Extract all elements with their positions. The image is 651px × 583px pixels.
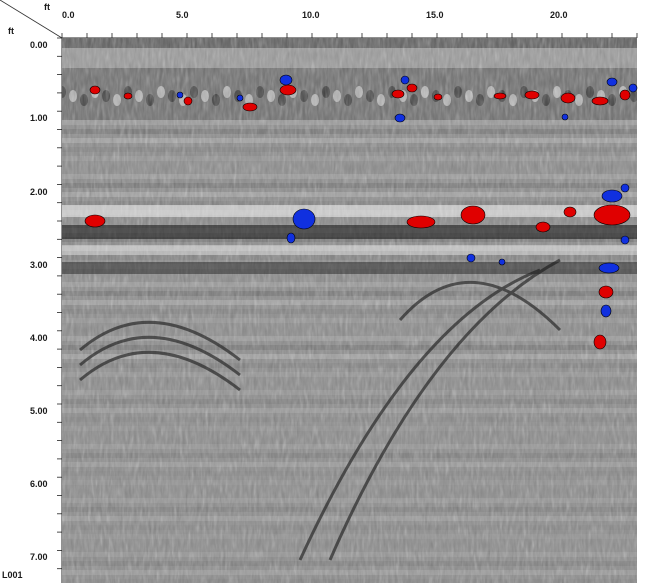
y-axis: 0.00 1.00 2.00 3.00 4.00 5.00 6.00 7.00 (30, 37, 63, 583)
line-id-label: L001 (2, 570, 23, 580)
x-tick-label: 10.0 (302, 10, 320, 20)
negative-anomalies (176, 74, 638, 318)
x-axis-unit: ft (44, 2, 50, 12)
y-tick-label: 6.00 (30, 479, 48, 489)
y-tick-label: 0.00 (30, 40, 48, 50)
y-tick-label: 3.00 (30, 260, 48, 270)
x-tick-label: 15.0 (426, 10, 444, 20)
y-tick-label: 4.00 (30, 333, 48, 343)
y-axis-unit: ft (8, 26, 14, 36)
radargram-image (62, 38, 637, 583)
positive-anomalies (84, 83, 631, 350)
y-tick-label: 1.00 (30, 113, 48, 123)
x-tick-label: 20.0 (550, 10, 568, 20)
corner-diagonal (0, 0, 63, 39)
x-tick-label: 5.0 (176, 10, 189, 20)
x-axis: 0.0 5.0 10.0 15.0 20.0 (61, 10, 638, 39)
x-tick-label: 0.0 (62, 10, 75, 20)
hyperbola-reflections (79, 258, 562, 561)
y-tick-label: 7.00 (30, 552, 48, 562)
y-tick-label: 5.00 (30, 406, 48, 416)
y-tick-label: 2.00 (30, 187, 48, 197)
